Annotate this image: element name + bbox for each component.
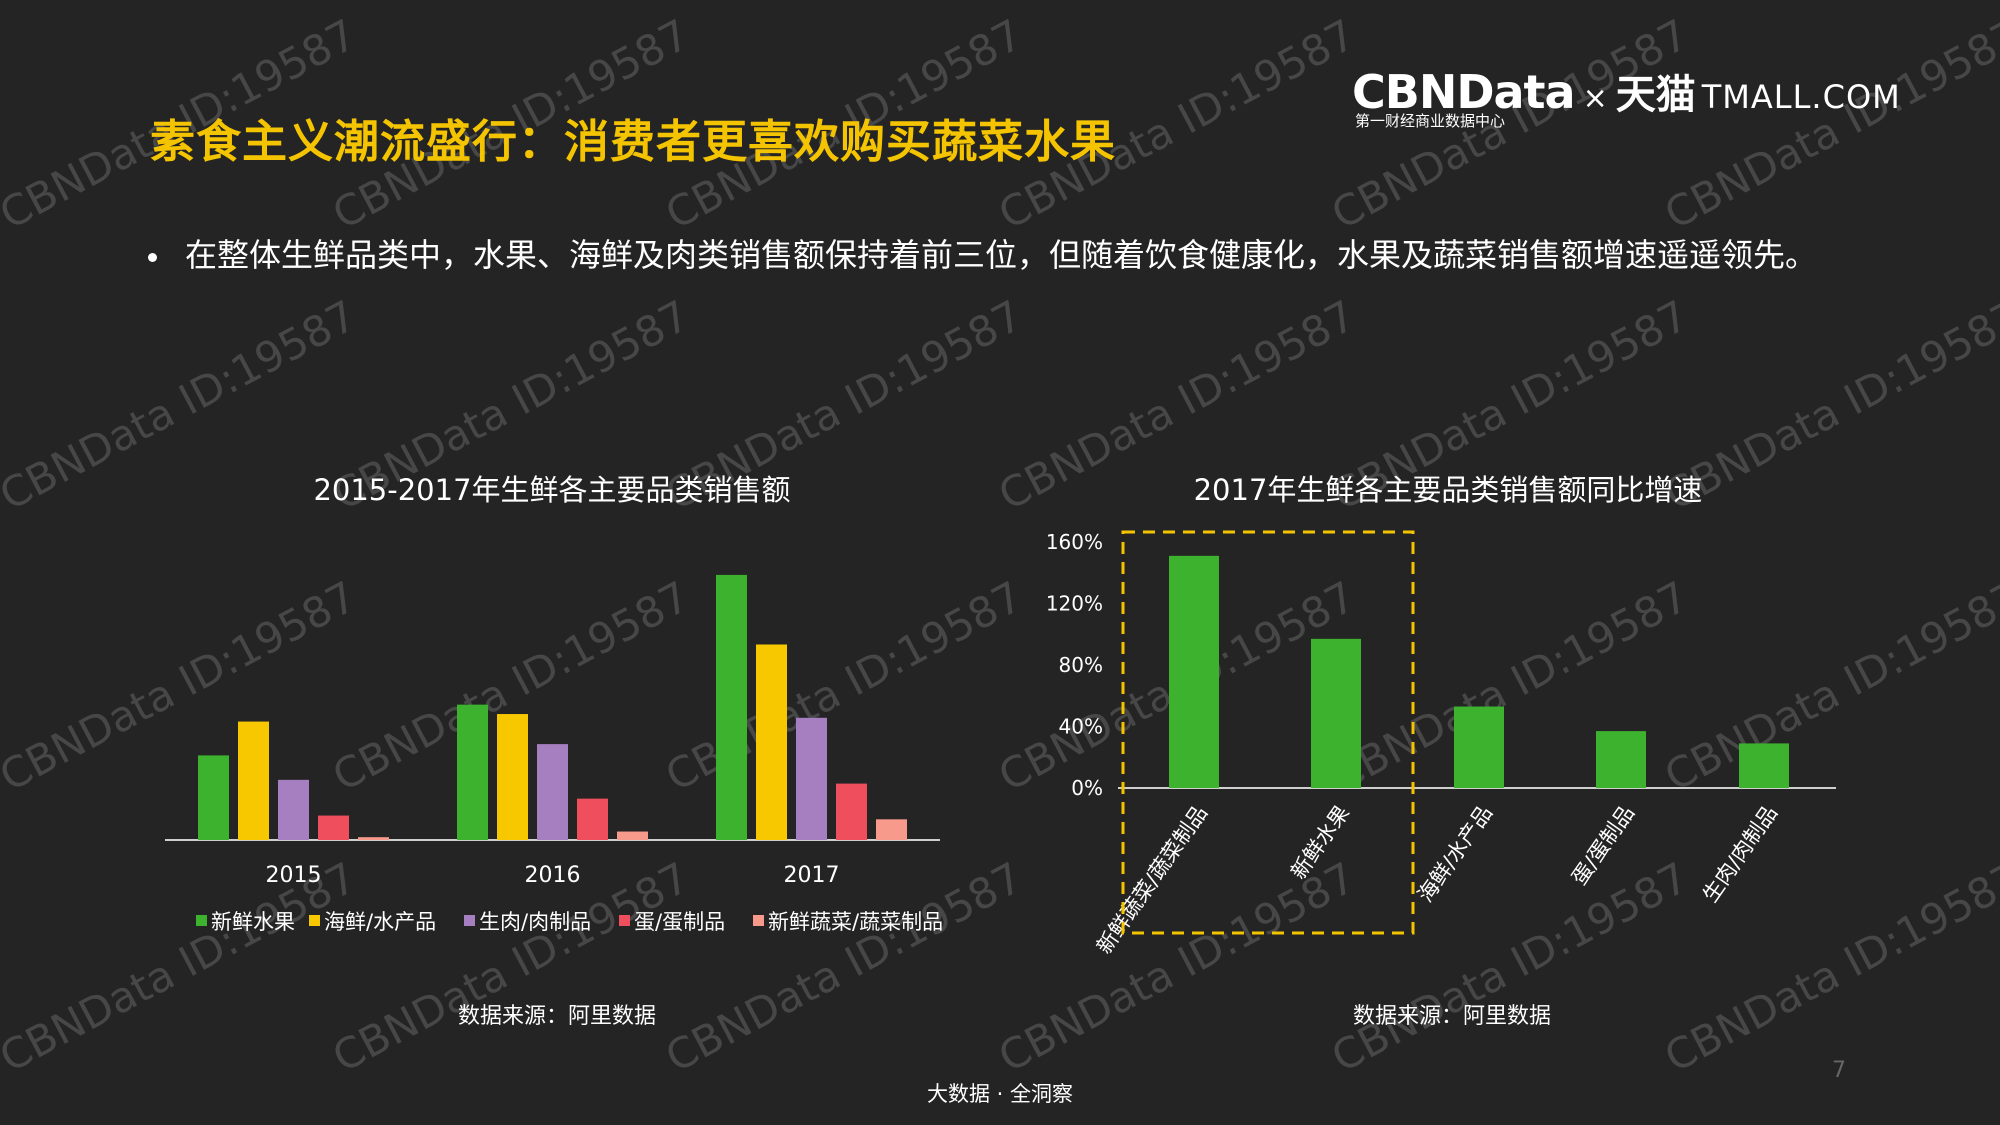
bullet-point: 在整体生鲜品类中，水果、海鲜及肉类销售额保持着前三位，但随着饮食健康化，水果及蔬…: [148, 230, 1817, 276]
highlight-box: [1121, 530, 1415, 935]
legend-swatch: [309, 915, 320, 926]
y-tick-label: 0%: [1071, 776, 1103, 800]
bar-growth-1: [1311, 638, 1361, 788]
legend-swatch: [753, 915, 764, 926]
bar-2015-4: [358, 837, 389, 840]
chart2-source: 数据来源：阿里数据: [1353, 1004, 1552, 1029]
page-title: 素食主义潮流盛行：消费者更喜欢购买蔬菜水果: [150, 115, 1117, 168]
logo-partner-en: TMALL.COM: [1701, 78, 1901, 116]
bar-2017-4: [876, 819, 907, 840]
bar-2016-4: [617, 831, 648, 840]
bar-2017-0: [716, 574, 747, 840]
bar-2015-1: [238, 721, 269, 840]
bullet-text: 在整体生鲜品类中，水果、海鲜及肉类销售额保持着前三位，但随着饮食健康化，水果及蔬…: [185, 236, 1818, 274]
legend-label: 新鲜蔬菜/蔬菜制品: [768, 910, 943, 934]
legend-label: 新鲜水果: [211, 910, 295, 934]
bullet-dot: [148, 252, 157, 262]
legend-swatch: [196, 915, 207, 926]
bar-2017-2: [796, 717, 827, 840]
bar-2016-1: [497, 714, 528, 840]
x-tick-label: 2017: [784, 863, 840, 888]
legend-label: 海鲜/水产品: [324, 910, 436, 934]
y-tick-label: 80%: [1059, 653, 1103, 677]
x-tick-label: 2015: [266, 863, 322, 888]
logo-times: ×: [1582, 81, 1608, 116]
bar-2016-3: [577, 798, 608, 840]
x-tick-label: 新鲜水果: [1286, 801, 1354, 884]
y-tick-label: 40%: [1059, 715, 1103, 739]
legend-label: 生肉/肉制品: [479, 910, 591, 934]
x-tick-label: 2016: [525, 863, 581, 888]
y-tick-label: 120%: [1046, 592, 1103, 616]
bar-growth-0: [1169, 555, 1219, 788]
legend-swatch: [464, 915, 475, 926]
bar-2016-2: [537, 744, 568, 840]
logo-partner-cn: 天猫: [1615, 72, 1696, 118]
bar-2016-0: [457, 704, 488, 840]
x-tick-label: 生肉/肉制品: [1698, 801, 1782, 907]
legend-swatch: [619, 915, 630, 926]
page-number: 7: [1832, 1058, 1846, 1083]
x-tick-label: 蛋/蛋制品: [1567, 801, 1639, 889]
x-tick-label: 新鲜蔬菜/蔬菜制品: [1092, 801, 1212, 958]
chart1-source: 数据来源：阿里数据: [458, 1004, 657, 1029]
bar-growth-4: [1739, 743, 1789, 788]
bar-2015-0: [198, 755, 229, 840]
bar-growth-3: [1596, 731, 1646, 788]
chart1-title: 2015-2017年生鲜各主要品类销售额: [313, 473, 791, 507]
bar-2017-3: [836, 783, 867, 840]
bar-2017-1: [756, 644, 787, 840]
footer-slogan: 大数据 · 全洞察: [926, 1082, 1074, 1106]
bar-growth-2: [1454, 706, 1504, 788]
chart2-title: 2017年生鲜各主要品类销售额同比增速: [1193, 473, 1703, 507]
logo-subtitle: 第一财经商业数据中心: [1355, 112, 1506, 130]
bar-2015-2: [278, 779, 309, 840]
x-tick-label: 海鲜/水产品: [1413, 801, 1497, 907]
bar-2015-3: [318, 815, 349, 840]
legend-label: 蛋/蛋制品: [634, 910, 725, 934]
y-tick-label: 160%: [1046, 530, 1103, 554]
logo-brand: CBNData: [1352, 65, 1576, 119]
logo: CBNData × 天猫 TMALL.COM: [1352, 62, 1901, 120]
